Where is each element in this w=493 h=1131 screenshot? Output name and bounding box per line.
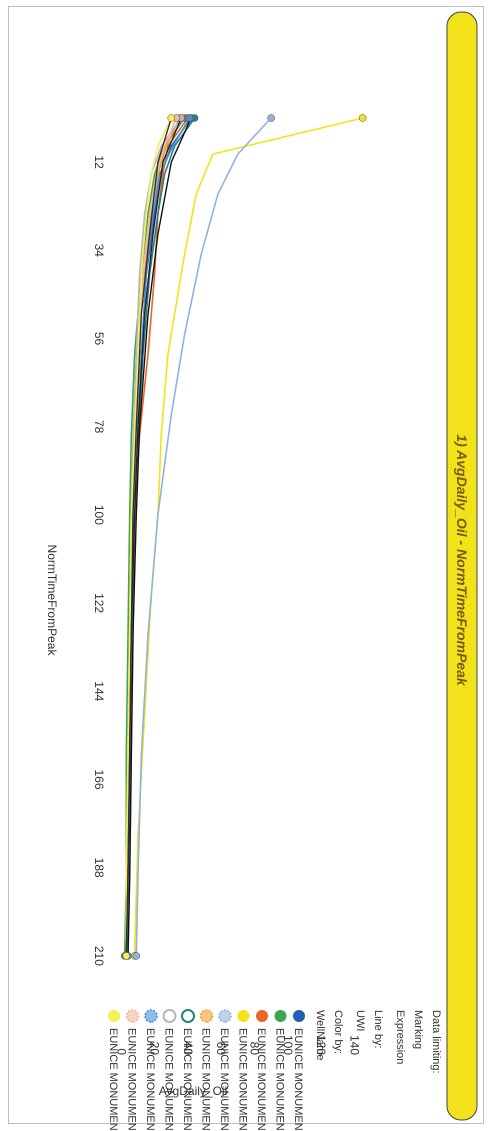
series-marker <box>167 114 176 122</box>
legend-marker <box>162 1009 177 1023</box>
y-tick-label: 20 <box>148 1042 162 1056</box>
x-axis-title: NormTimeFromPeak <box>45 545 59 657</box>
legend-label: EUNICE MONUMENT.. <box>126 1028 138 1131</box>
x-tick-label: 56 <box>92 332 106 346</box>
plot-markers <box>120 114 367 960</box>
x-tick-label: 210 <box>92 946 106 966</box>
legend-marker <box>256 1010 268 1022</box>
legend-label: EUNICE MONUMENT.. <box>237 1028 249 1131</box>
y-tick-label: 0 <box>114 1048 128 1055</box>
legend-entry[interactable]: EUNICE MONUMENT.. <box>237 1010 250 1131</box>
x-tick-label: 100 <box>92 505 106 525</box>
x-tick-label: 34 <box>92 244 106 258</box>
y-axis-ticks: 0 20 40 60 80 100 120 140 <box>114 1035 361 1055</box>
legend-marker <box>108 1010 120 1022</box>
legend-label: EUNICE MONUMENT.. <box>200 1028 212 1131</box>
legend-color-by-label: Color by: <box>332 1010 344 1054</box>
x-tick-label: 12 <box>92 155 106 169</box>
series-line <box>133 117 363 956</box>
background-series-line <box>127 117 192 956</box>
legend-entry[interactable]: EUNICE MONUMENT.. <box>144 1009 158 1131</box>
y-tick-label: 140 <box>347 1035 361 1055</box>
plot-lines <box>123 117 363 956</box>
legend-expression-label: Expression <box>394 1010 406 1064</box>
title-banner <box>446 11 478 1121</box>
y-axis-title: AvgDaily_Oil <box>159 1084 227 1098</box>
legend-label: EUNICE MONUMENT.. <box>292 1028 304 1131</box>
series-line <box>135 117 272 956</box>
legend-entry[interactable]: EUNICE MONUMENT.. <box>274 1010 287 1131</box>
series-line <box>123 117 186 956</box>
y-tick-label: 40 <box>181 1042 195 1056</box>
legend-label: EUNICE MONUMENT.. <box>144 1028 156 1131</box>
series-marker <box>122 952 131 960</box>
legend-color-by-value: WellName <box>314 1010 326 1061</box>
legend-entry[interactable]: EUNICE MONUMENT.. <box>218 1009 232 1131</box>
legend-marking-label: Marking <box>412 1010 424 1049</box>
x-tick-label: 144 <box>92 681 106 701</box>
series-marker <box>132 952 141 960</box>
chart-frame <box>8 6 484 1124</box>
legend-line-by-label: Line by: <box>372 1010 384 1049</box>
series-marker <box>267 114 275 122</box>
background-series-line <box>125 117 172 956</box>
y-tick-label: 100 <box>281 1035 295 1055</box>
x-axis-ticks: 12 34 56 78 100 122 144 166 188 210 <box>92 155 106 966</box>
legend-data-limiting-label: Data limiting: <box>430 1010 442 1074</box>
y-tick-label: 120 <box>314 1035 328 1055</box>
series-marker <box>358 114 367 122</box>
legend-label: EUNICE MONUMENT.. <box>107 1028 119 1131</box>
legend-label: EUNICE MONUMENT.. <box>163 1028 175 1131</box>
legend-label: EUNICE MONUMENT.. <box>255 1028 267 1131</box>
y-tick-label: 80 <box>247 1042 261 1056</box>
legend-marker <box>274 1010 287 1022</box>
legend-entry[interactable]: EUNICE MONUMENT.. <box>125 1009 140 1131</box>
x-tick-label: 166 <box>92 769 106 789</box>
legend-line-by-value: UWI <box>354 1010 366 1031</box>
legend-marker <box>125 1009 140 1023</box>
y-tick-label: 60 <box>214 1042 228 1056</box>
x-tick-label: 188 <box>92 858 106 878</box>
legend-entry[interactable]: EUNICE MONUMENT.. <box>199 1009 214 1131</box>
legend-marker <box>293 1010 305 1022</box>
legend-marker <box>144 1009 158 1023</box>
legend-entry[interactable]: EUNICE MONUMENT.. <box>181 1009 195 1131</box>
legend-marker <box>237 1010 250 1022</box>
legend-entry[interactable]: EUNICE MONUMENT.. <box>107 1010 120 1131</box>
series-line <box>125 117 173 956</box>
legend: Data limiting: Marking Expression Line b… <box>107 1009 442 1131</box>
series-marker <box>185 114 194 122</box>
legend-marker <box>181 1009 195 1023</box>
series-line <box>125 117 196 956</box>
chart-title: 1) AvgDaily_Oil - NormTimeFromPeak <box>454 434 470 687</box>
legend-label: EUNICE MONUMENT.. <box>218 1028 230 1131</box>
legend-entry[interactable]: EUNICE MONUMENT.. <box>255 1010 268 1131</box>
legend-entry[interactable]: EUNICE MONUMENT.. <box>162 1009 177 1131</box>
x-tick-label: 122 <box>92 593 106 613</box>
legend-entries: EUNICE MONUMENT.. EUNICE MONUMENT.. EUNICE… <box>107 1009 305 1131</box>
legend-marker <box>199 1009 214 1023</box>
series-line <box>127 117 191 956</box>
x-tick-label: 78 <box>92 420 106 434</box>
legend-marker <box>218 1009 232 1023</box>
legend-label: EUNICE MONUMENT.. <box>274 1028 286 1131</box>
legend-entry[interactable]: EUNICE MONUMENT.. <box>292 1010 305 1131</box>
legend-label: EUNICE MONUMENT.. <box>181 1028 193 1131</box>
